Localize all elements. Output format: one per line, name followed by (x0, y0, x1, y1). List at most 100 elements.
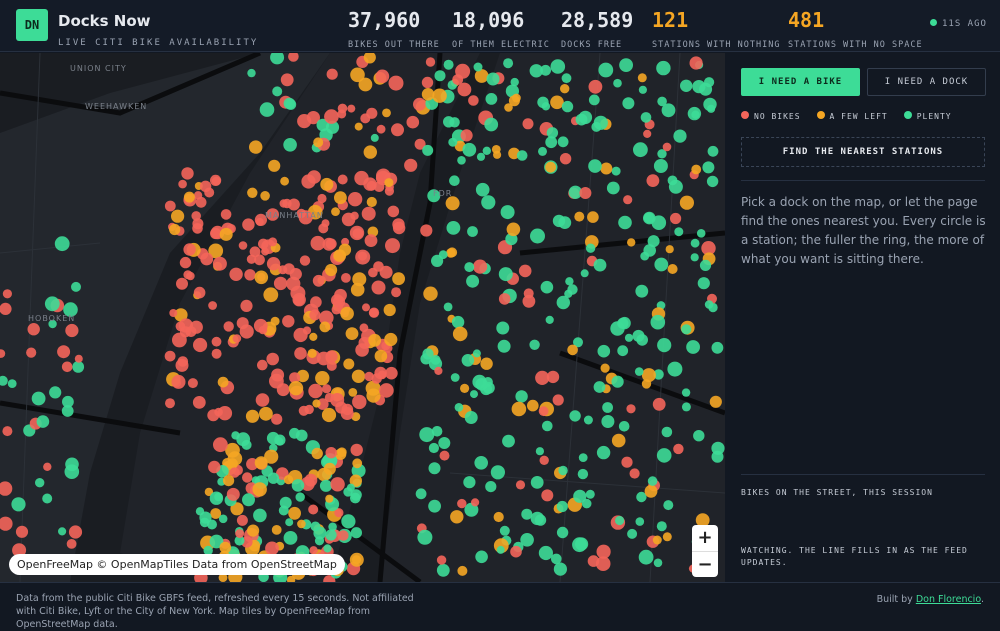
station-dot[interactable] (538, 406, 549, 417)
station-dot[interactable] (337, 109, 347, 119)
station-dot[interactable] (617, 317, 629, 329)
station-dot[interactable] (364, 371, 374, 382)
station-dot[interactable] (428, 499, 441, 513)
station-dot[interactable] (475, 182, 490, 197)
station-dot[interactable] (600, 363, 610, 373)
station-dot[interactable] (470, 390, 478, 399)
station-dot[interactable] (681, 324, 692, 335)
station-dot[interactable] (656, 60, 671, 76)
station-dot[interactable] (546, 127, 559, 139)
station-dot[interactable] (223, 321, 234, 332)
station-dot[interactable] (230, 502, 244, 516)
station-dot[interactable] (308, 504, 319, 515)
station-dot[interactable] (522, 294, 536, 308)
station-dot[interactable] (71, 281, 81, 292)
station-dot[interactable] (348, 388, 358, 397)
station-dot[interactable] (325, 529, 337, 541)
station-dot[interactable] (12, 543, 27, 558)
station-dot[interactable] (183, 243, 196, 256)
station-dot[interactable] (191, 211, 201, 221)
station-dot[interactable] (247, 187, 258, 198)
station-dot[interactable] (171, 374, 186, 389)
station-dot[interactable] (374, 349, 388, 363)
station-dot[interactable] (309, 309, 321, 321)
station-dot[interactable] (309, 332, 318, 341)
station-dot[interactable] (2, 289, 12, 299)
station-dot[interactable] (382, 108, 391, 118)
station-dot[interactable] (496, 321, 510, 335)
station-dot[interactable] (573, 489, 587, 503)
station-dot[interactable] (210, 508, 222, 519)
station-dot[interactable] (691, 110, 700, 119)
station-dot[interactable] (588, 79, 603, 94)
station-dot[interactable] (575, 113, 588, 126)
station-dot[interactable] (289, 427, 300, 439)
station-dot[interactable] (266, 257, 281, 271)
zoom-out[interactable]: − (692, 551, 718, 577)
station-dot[interactable] (654, 257, 669, 272)
station-dot[interactable] (534, 514, 547, 526)
station-dot[interactable] (539, 455, 549, 465)
station-dot[interactable] (49, 386, 62, 399)
station-dot[interactable] (496, 545, 505, 554)
station-dot[interactable] (447, 247, 458, 258)
station-dot[interactable] (249, 140, 263, 154)
station-dot[interactable] (254, 254, 265, 266)
station-dot[interactable] (472, 349, 481, 358)
station-dot[interactable] (234, 535, 245, 546)
station-dot[interactable] (347, 192, 363, 207)
station-dot[interactable] (585, 243, 596, 253)
station-dot[interactable] (174, 308, 188, 322)
station-dot[interactable] (653, 369, 664, 380)
station-dot[interactable] (635, 517, 645, 526)
station-dot[interactable] (662, 142, 672, 152)
station-dot[interactable] (371, 373, 382, 384)
station-dot[interactable] (295, 492, 305, 502)
station-dot[interactable] (622, 97, 635, 110)
station-dot[interactable] (171, 209, 185, 223)
station-dot[interactable] (301, 174, 316, 189)
station-dot[interactable] (473, 259, 488, 274)
station-dot[interactable] (600, 162, 613, 175)
station-dot[interactable] (307, 348, 317, 358)
station-dot[interactable] (259, 406, 273, 421)
station-dot[interactable] (436, 563, 450, 577)
station-dot[interactable] (364, 234, 378, 248)
station-dot[interactable] (550, 59, 566, 74)
station-dot[interactable] (613, 78, 622, 88)
station-dot[interactable] (422, 348, 434, 360)
station-dot[interactable] (650, 314, 666, 330)
station-dot[interactable] (61, 405, 74, 417)
station-dot[interactable] (210, 227, 222, 240)
station-dot[interactable] (61, 361, 73, 373)
station-dot[interactable] (341, 212, 356, 227)
station-dot[interactable] (207, 519, 217, 530)
station-dot[interactable] (240, 299, 253, 312)
station-dot[interactable] (385, 238, 400, 254)
station-dot[interactable] (466, 274, 480, 288)
station-dot[interactable] (355, 343, 369, 357)
station-dot[interactable] (269, 373, 284, 389)
station-dot[interactable] (661, 426, 673, 438)
station-dot[interactable] (627, 528, 638, 539)
station-dot[interactable] (415, 488, 427, 500)
station-dot[interactable] (321, 407, 337, 423)
station-dot[interactable] (289, 268, 302, 281)
station-dot[interactable] (621, 456, 633, 468)
station-dot[interactable] (595, 556, 611, 571)
station-dot[interactable] (552, 214, 566, 228)
station-dot[interactable] (545, 161, 556, 173)
station-dot[interactable] (545, 136, 558, 149)
station-dot[interactable] (443, 116, 455, 128)
station-dot[interactable] (542, 420, 553, 432)
station-dot[interactable] (242, 493, 255, 507)
station-dot[interactable] (417, 529, 433, 545)
station-dot[interactable] (438, 437, 451, 449)
station-dot[interactable] (288, 506, 301, 520)
station-dot[interactable] (425, 57, 436, 67)
author-link[interactable]: Don Florencio (915, 594, 981, 605)
station-dot[interactable] (360, 113, 371, 124)
station-dot[interactable] (361, 206, 376, 221)
station-dot[interactable] (242, 218, 255, 231)
station-dot[interactable] (343, 358, 355, 370)
